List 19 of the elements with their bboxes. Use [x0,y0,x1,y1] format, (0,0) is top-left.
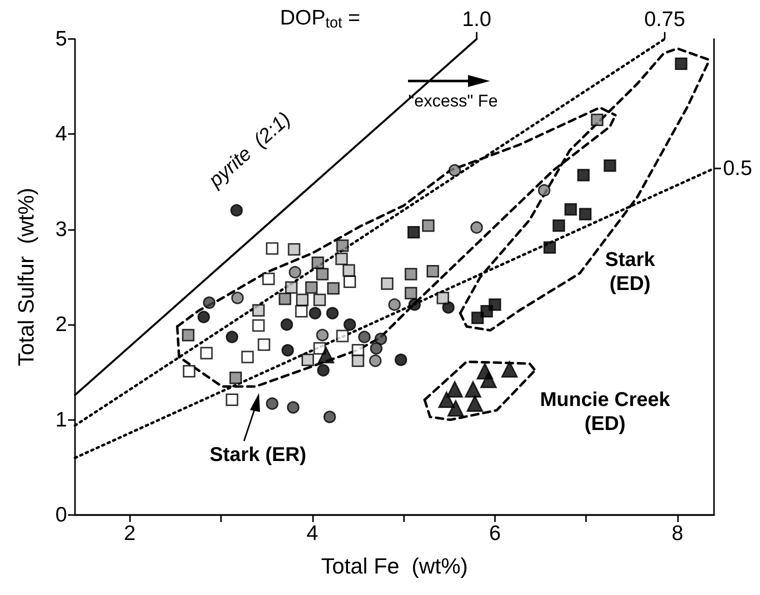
annotation: 0.5 [723,156,752,180]
annotation: Stark (ED) [604,249,656,295]
y-axis-title: Total Sulfur (wt%) [14,188,38,366]
annotation: Muncie Creek (ED) [540,389,671,435]
x-tick-label: 6 [489,522,501,545]
y-tick-label: 1 [55,408,67,432]
y-tick-label: 5 [55,28,67,50]
x-tick-label: 8 [672,522,684,545]
y-tick-label: 2 [55,313,67,336]
x-axis-title: Total Fe (wt%) [321,554,468,578]
y-tick-label: 4 [55,122,68,146]
x-tick-label: 4 [306,522,318,545]
annotation: Stark (ER) [210,444,306,466]
y-tick-label: 0 [55,504,67,526]
annotation: 1.0 [462,8,492,31]
x-tick-label: 2 [124,522,136,545]
annotation: "excess" Fe [408,92,498,110]
annotation: 0.75 [644,8,686,31]
y-tick-label: 3 [55,218,67,241]
